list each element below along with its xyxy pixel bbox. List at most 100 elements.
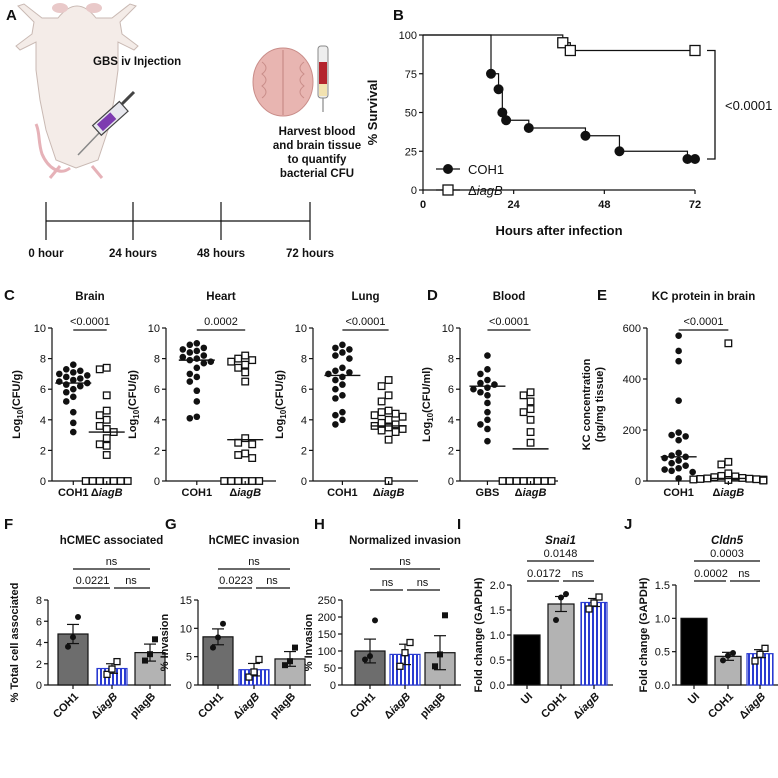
c-lung-group1-point [339,392,346,399]
b-legend-label-coh1: COH1 [468,162,504,177]
b-series-0-marker [690,154,700,164]
b-series-1-marker [564,44,576,57]
h-x-tick-label: COH1 [348,691,378,721]
c-heart-group2-point [234,451,243,459]
injection-label: GBS iv Injection [93,56,181,68]
d-blood-group1-point [470,385,477,393]
c-lung-group2-point [377,408,386,417]
c-brain-group1-point [69,369,77,376]
c-lung-group1-point [332,376,339,384]
c-heart-group2-point [241,377,250,386]
i-bar-1 [547,603,575,686]
d-blood-group2-point [512,477,521,485]
c-heart-y-axis-label: Log10(CFU/g) [127,370,141,439]
j-bar-1 [714,655,742,686]
c-heart-title: Heart [206,291,236,303]
b-y-tick-label: 100 [399,30,417,42]
c-heart-group1-point [200,359,208,367]
c-brain-group1-point [62,381,70,388]
c-brain-group2-point [88,477,97,485]
g-bar-0-point [210,644,216,651]
d-blood-y-tick-label: 8 [448,354,454,366]
b-series-line-0 [423,34,695,160]
c-brain-group2-point [123,477,132,485]
e-kc-group1-point [661,454,668,462]
c-heart-group1-point [207,358,215,365]
d-blood-y-tick-label: 4 [448,415,454,427]
f-y-tick-label: 8 [36,595,42,607]
f-bar-0-point [75,614,81,620]
g-comparison-label-2: ns [266,575,278,587]
g-bar-2-point [292,644,298,651]
panel-label-f: F [4,516,13,533]
c-heart-group2-point [241,351,250,360]
b-series-0-marker [497,107,508,118]
j-y-tick-label: 1.5 [655,580,670,592]
c-lung-group2-point [384,406,393,415]
c-lung-group1-point [339,381,346,388]
e-kc-group1-point [668,459,675,467]
i-bar-2-point [595,593,603,601]
i-comparison-label-2: ns [572,568,584,580]
i-x-tick-label: UI [519,691,535,707]
mouse-illustration [15,3,139,179]
c-lung-significance-pvalue: <0.0001 [345,316,385,328]
c-brain-group2-point [109,477,118,485]
c-brain-group1-point [69,419,77,427]
f-y-tick-label: 6 [36,616,42,628]
d-blood-group2-point [519,477,528,485]
c-heart-group2-point [234,477,243,485]
c-heart-group2-point [227,477,236,485]
e-kc-group1-point [675,436,682,444]
c-brain-group2-point [102,391,111,400]
c-brain-y-tick-label: 8 [40,354,46,366]
c-brain-group2-point [95,365,104,374]
c-brain-group1-point [55,378,63,385]
j-y-tick-label: 0.0 [655,680,670,692]
c-heart-group2-point [241,434,250,443]
d-blood-group1-point [491,381,498,388]
harvest-line-3: to quantify [288,154,347,166]
d-blood-group1-point [484,416,491,424]
i-x-tick-label: ΔiagB [571,691,602,722]
i-bar-0 [513,634,541,686]
j-comparison-label-0: 0.0003 [710,548,744,560]
c-brain-y-tick-label: 6 [40,384,46,396]
c-brain-group1-point [69,385,77,393]
c-heart-group2-point [255,477,264,485]
c-brain-group2-point [102,415,111,424]
c-brain-group2-point [102,363,111,372]
e-kc-group2-point [752,475,761,484]
e-kc-group1-point [668,467,675,475]
c-brain-group1-point [69,393,77,401]
c-lung-group2-point [384,391,393,400]
b-y-tick-label: 50 [405,108,417,120]
c-heart-group2-point [248,477,257,485]
c-heart-group2-point [234,363,243,372]
d-blood-group2-point [533,477,542,485]
d-blood-group1-point [484,366,491,373]
d-blood-group2-point [540,477,549,485]
d-blood-group2-point [526,428,535,436]
e-kc-group2-point [696,475,705,483]
f-title: hCMEC associated [60,535,164,547]
d-blood-group1-point [477,379,484,387]
b-series-0-marker [523,123,534,133]
c-lung-group1-point [332,344,339,352]
c-heart-y-tick-label: 10 [148,323,160,335]
c-brain-group2-point [102,451,111,459]
c-heart-group1-point [179,346,187,353]
e-kc-group1-point [682,433,689,440]
c-heart-group1-point [193,398,201,405]
c-heart-group2-point [220,477,229,485]
b-series-1-marker [689,44,701,57]
c-brain-group2-point [102,406,111,415]
b-significance-bracket [707,49,716,160]
d-blood-y-tick-label: 2 [448,445,454,457]
f-comparison-label-0: ns [106,556,118,568]
c-lung-y-tick-label: 4 [301,415,307,427]
c-lung-group1-point [332,421,339,428]
c-heart-group2-point [241,449,250,458]
g-x-tick-label: COH1 [196,691,226,721]
e-kc-y-tick-label: 200 [623,425,641,437]
